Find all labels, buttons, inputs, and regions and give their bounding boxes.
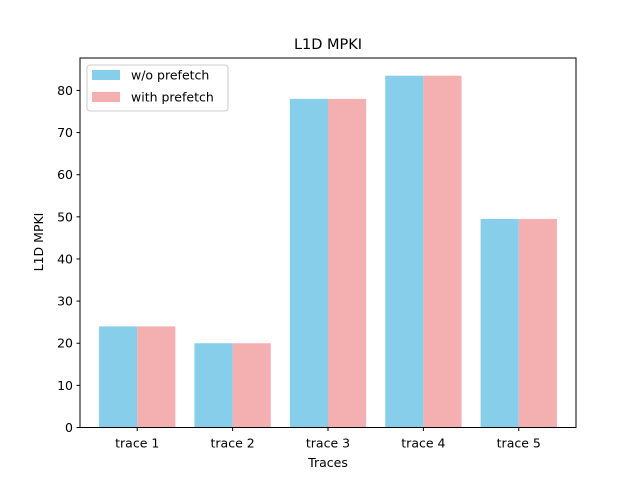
bar-series1-trace-5 bbox=[480, 218, 519, 428]
bars-group bbox=[99, 75, 557, 428]
bar-series2-trace-1 bbox=[137, 326, 176, 428]
bar-series2-trace-3 bbox=[328, 98, 367, 428]
legend: w/o prefetch with prefetch bbox=[86, 64, 229, 112]
y-tick-label: 50 bbox=[57, 209, 73, 224]
y-tick-label: 10 bbox=[57, 378, 73, 393]
y-axis-ticks: 0 10 20 30 40 50 60 70 80 bbox=[57, 83, 80, 435]
y-tick-label: 60 bbox=[57, 167, 73, 182]
x-tick-label: trace 1 bbox=[115, 436, 159, 451]
plot-frame bbox=[79, 57, 577, 428]
bar-series2-trace-2 bbox=[232, 343, 271, 428]
y-tick-label: 40 bbox=[57, 251, 73, 266]
x-tick-label: trace 3 bbox=[306, 436, 350, 451]
y-tick-label: 80 bbox=[57, 83, 73, 98]
bar-series1-trace-1 bbox=[99, 326, 138, 428]
legend-box bbox=[86, 64, 229, 112]
y-tick-label: 30 bbox=[57, 294, 73, 309]
y-axis-label: L1D MPKI bbox=[31, 213, 46, 272]
legend-swatch-2 bbox=[92, 92, 120, 102]
legend-label-1: w/o prefetch bbox=[131, 68, 209, 83]
bar-series2-trace-5 bbox=[518, 218, 557, 428]
x-tick-label: trace 5 bbox=[497, 436, 541, 451]
bar-series2-trace-4 bbox=[423, 75, 462, 428]
bar-series1-trace-4 bbox=[385, 75, 424, 428]
legend-swatch-1 bbox=[92, 70, 120, 80]
y-tick-label: 0 bbox=[65, 420, 73, 435]
x-axis-ticks: trace 1 trace 2 trace 3 trace 4 trace 5 bbox=[115, 427, 541, 451]
bar-series1-trace-2 bbox=[194, 343, 233, 428]
x-axis-label: Traces bbox=[307, 455, 348, 470]
y-tick-label: 70 bbox=[57, 125, 73, 140]
x-tick-label: trace 4 bbox=[401, 436, 445, 451]
bar-series1-trace-3 bbox=[289, 98, 328, 428]
y-tick-label: 20 bbox=[57, 336, 73, 351]
x-tick-label: trace 2 bbox=[211, 436, 255, 451]
chart-title: L1D MPKI bbox=[294, 37, 362, 53]
legend-label-2: with prefetch bbox=[131, 90, 214, 105]
